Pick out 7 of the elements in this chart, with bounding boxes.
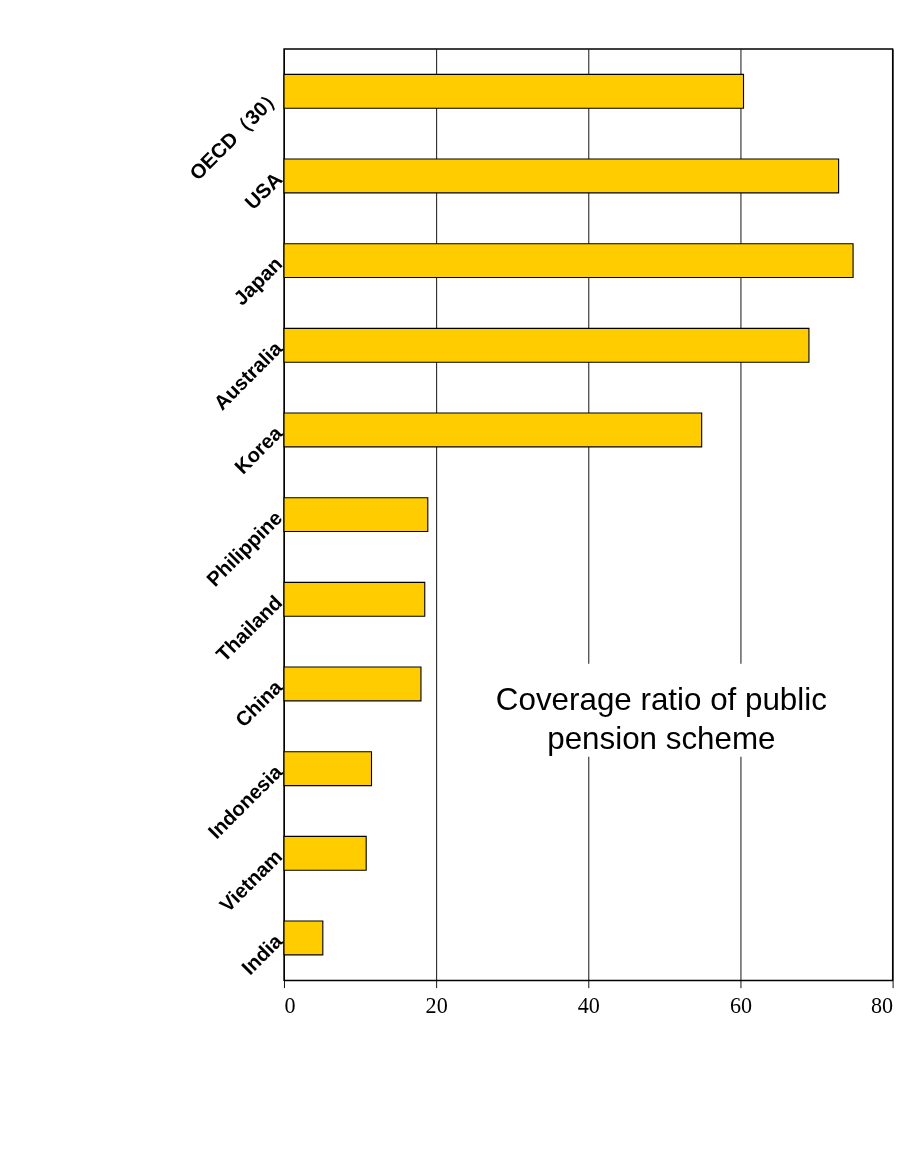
x-tick-label: 80	[870, 993, 894, 1019]
y-tick-label: USA	[240, 167, 287, 214]
x-tick-label: 20	[425, 993, 448, 1019]
x-tick-label: 40	[577, 993, 600, 1019]
x-tick-label: 60	[729, 993, 752, 1019]
annotation: Coverage ratio of public pension scheme	[495, 682, 827, 756]
x-tick-label: 0	[284, 993, 296, 1019]
